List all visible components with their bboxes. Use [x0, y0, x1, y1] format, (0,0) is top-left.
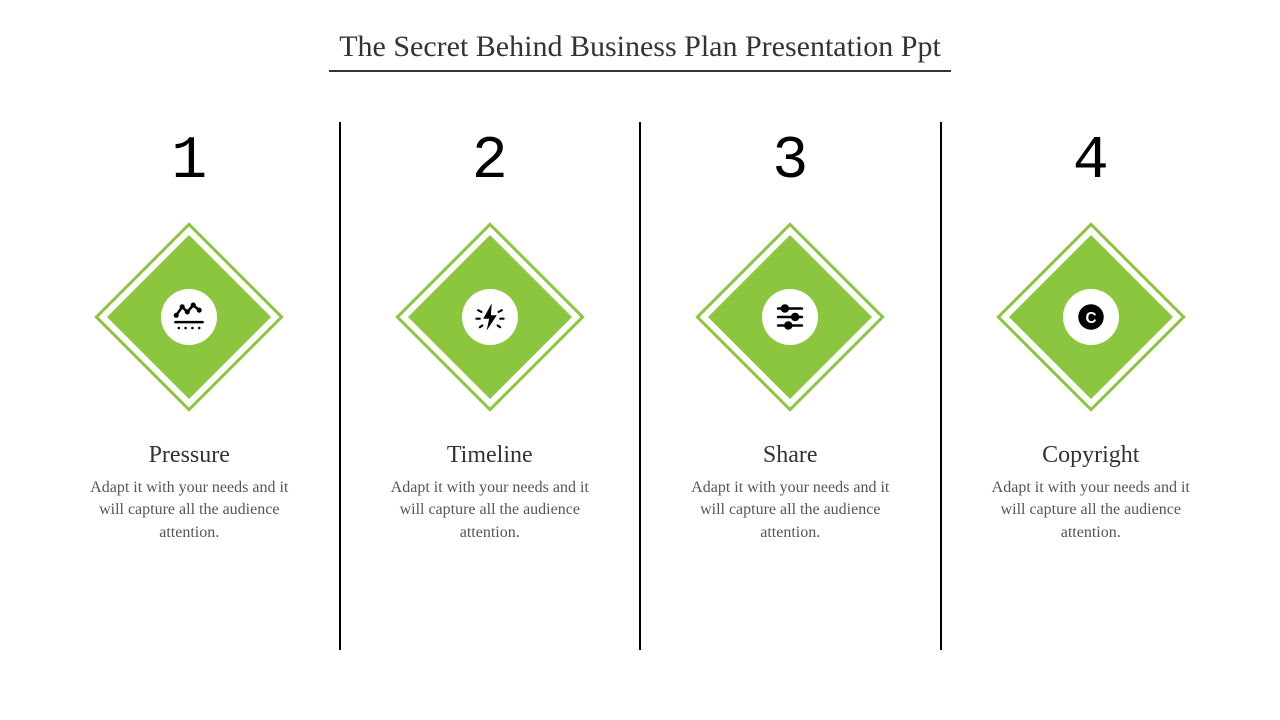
diamond-badge: [94, 222, 284, 412]
columns-container: 1: [40, 102, 1240, 690]
step-heading: Timeline: [447, 442, 533, 469]
step-number: 2: [472, 132, 508, 192]
chart-icon: [161, 289, 217, 345]
slide-title: The Secret Behind Business Plan Presenta…: [329, 30, 951, 72]
slide: The Secret Behind Business Plan Presenta…: [0, 0, 1280, 720]
title-container: The Secret Behind Business Plan Presenta…: [40, 30, 1240, 72]
step-description: Adapt it with your needs and it will cap…: [380, 477, 600, 544]
step-description: Adapt it with your needs and it will cap…: [79, 477, 299, 544]
diamond-badge: [395, 222, 585, 412]
step-description: Adapt it with your needs and it will cap…: [981, 477, 1201, 544]
diamond-badge: [695, 222, 885, 412]
step-description: Adapt it with your needs and it will cap…: [680, 477, 900, 544]
step-column-2: 2 Timeline Adapt it with: [341, 112, 640, 660]
step-number: 3: [772, 132, 808, 192]
bolt-icon: [462, 289, 518, 345]
step-heading: Copyright: [1042, 442, 1139, 469]
step-column-1: 1: [40, 112, 339, 660]
diamond-badge: C: [996, 222, 1186, 412]
step-column-4: 4 C Copyright Adapt it with your needs a…: [942, 112, 1241, 660]
step-heading: Pressure: [149, 442, 230, 469]
svg-text:C: C: [1085, 310, 1096, 327]
step-number: 4: [1073, 132, 1109, 192]
step-number: 1: [171, 132, 207, 192]
step-heading: Share: [763, 442, 818, 469]
copyright-icon: C: [1063, 289, 1119, 345]
step-column-3: 3 Share Adapt it with your needs and i: [641, 112, 940, 660]
sliders-icon: [762, 289, 818, 345]
